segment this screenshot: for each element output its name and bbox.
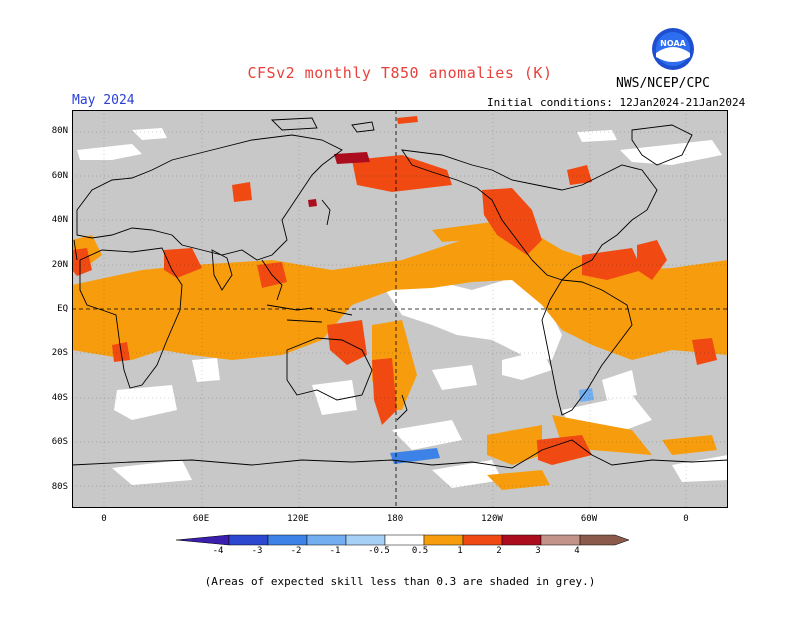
colorbar-segment <box>384 534 425 546</box>
colorbar-segment <box>462 534 503 546</box>
colorbar-label: -0.5 <box>368 546 390 556</box>
lat-label: 40N <box>51 215 68 225</box>
colorbar <box>175 534 630 546</box>
colorbar-segment <box>540 534 581 546</box>
lon-label: 0 <box>101 514 107 524</box>
colorbar-label: 3 <box>535 546 541 556</box>
lat-label: 20N <box>51 260 68 270</box>
lat-label: 80N <box>51 126 68 136</box>
svg-text:NOAA: NOAA <box>660 39 686 48</box>
initial-conditions: Initial conditions: 12Jan2024-21Jan2024 <box>487 96 746 109</box>
colorbar-segment <box>345 534 386 546</box>
colorbar-segment <box>501 534 542 546</box>
organization-label: NWS/NCEP/CPC <box>616 76 710 91</box>
lat-label: 80S <box>51 482 68 492</box>
lon-label: 120E <box>287 514 309 524</box>
colorbar-label: 4 <box>574 546 580 556</box>
noaa-logo: NOAA <box>652 28 694 70</box>
colorbar-label: 1 <box>457 546 463 556</box>
neutral-areas <box>77 128 728 488</box>
colorbar-segment <box>228 534 269 546</box>
lon-label: 120W <box>481 514 503 524</box>
lon-label: 60E <box>192 514 210 524</box>
colorbar-label: 0.5 <box>411 546 429 556</box>
colorbar-segment <box>306 534 347 546</box>
anomaly-negative <box>390 388 594 464</box>
lat-label: 40S <box>51 393 68 403</box>
anomaly-map <box>72 110 728 508</box>
anomaly-2-3 <box>308 152 370 207</box>
colorbar-segment <box>175 534 230 546</box>
footnote: (Areas of expected skill less than 0.3 a… <box>204 575 596 588</box>
colorbar-segment <box>267 534 308 546</box>
lon-label: 60W <box>580 514 598 524</box>
lat-label: 20S <box>51 348 68 358</box>
lat-label: EQ <box>57 304 68 314</box>
anomaly-0.5-1 <box>72 222 728 490</box>
anomaly-1-2 <box>72 116 717 465</box>
chart-title: CFSv2 monthly T850 anomalies (K) <box>247 64 553 82</box>
lat-label: 60S <box>51 437 68 447</box>
lon-label: 0 <box>683 514 689 524</box>
colorbar-label: -2 <box>290 546 302 556</box>
lon-label: 180 <box>386 514 404 524</box>
lat-label: 60N <box>51 171 68 181</box>
graticule <box>72 110 728 508</box>
colorbar-label: -1 <box>329 546 341 556</box>
colorbar-segment <box>579 534 630 546</box>
colorbar-label: -4 <box>212 546 224 556</box>
colorbar-segments <box>175 534 630 546</box>
colorbar-label: -3 <box>251 546 263 556</box>
map-frame <box>72 110 728 508</box>
forecast-month: May 2024 <box>72 93 135 108</box>
coastlines <box>72 117 728 469</box>
colorbar-segment <box>423 534 464 546</box>
colorbar-label: 2 <box>496 546 502 556</box>
